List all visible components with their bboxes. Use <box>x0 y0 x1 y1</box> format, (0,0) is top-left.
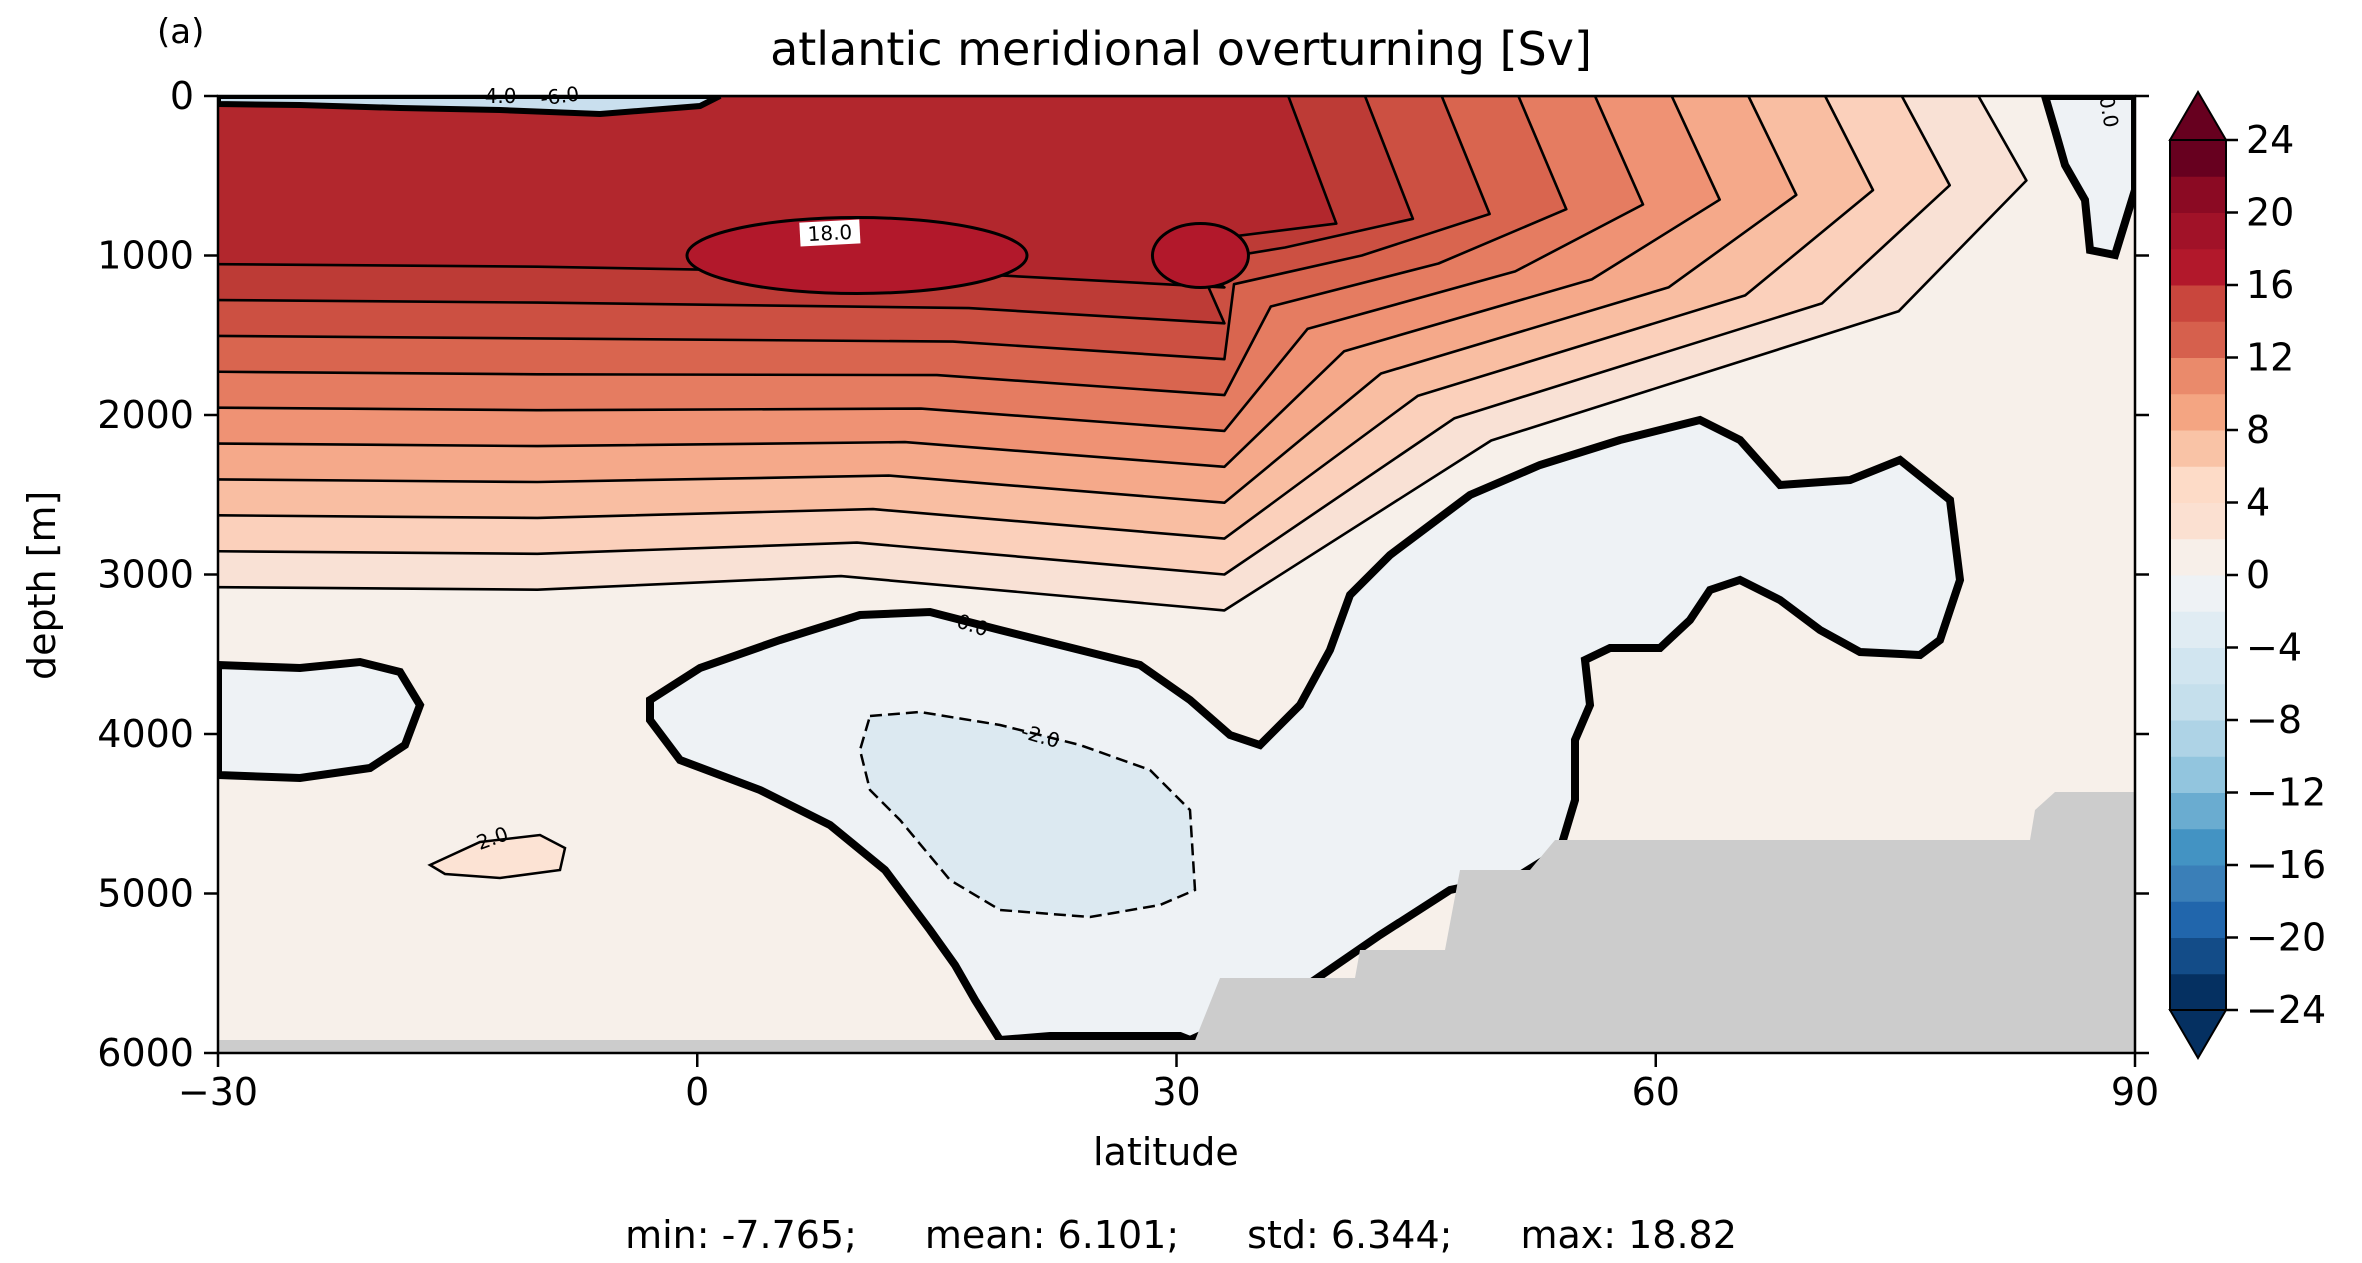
x-axis-label: latitude <box>1093 1130 1239 1174</box>
contour-label-18: 18.0 <box>807 220 853 246</box>
colorbar-segment <box>2170 792 2226 830</box>
stat-std: std: 6.344; <box>1247 1213 1453 1257</box>
positive-region-small <box>427 833 567 880</box>
x-tick-label: −30 <box>178 1070 258 1114</box>
colorbar-segment <box>2170 321 2226 358</box>
colorbar-segment <box>2170 865 2226 902</box>
colorbar-segment <box>2170 285 2226 322</box>
x-tick-label: 60 <box>1632 1070 1680 1114</box>
colorbar-tick-label: 16 <box>2246 263 2294 307</box>
colorbar-tick-label: −24 <box>2246 988 2326 1032</box>
negative-region-surface <box>218 96 722 118</box>
colorbar-segment <box>2170 538 2226 576</box>
y-tick-label: 6000 <box>97 1031 194 1075</box>
colorbar-segment <box>2170 720 2226 757</box>
negative-region-left <box>218 657 425 783</box>
x-tick-label: 90 <box>2111 1070 2159 1114</box>
colorbar-tick-label: −8 <box>2246 698 2302 742</box>
colorbar-tick-label: 24 <box>2246 118 2294 162</box>
contour-label-0-arctic: 0.0 <box>2094 94 2123 129</box>
colorbar-segment <box>2170 901 2226 938</box>
colorbar-tick-label: −16 <box>2246 843 2326 887</box>
y-tick-label: 1000 <box>97 234 194 278</box>
colorbar-tick-label: 0 <box>2246 553 2270 597</box>
plot-area <box>218 96 2135 1053</box>
colorbar-segment <box>2170 683 2226 721</box>
colorbar-tick-label: 4 <box>2246 481 2270 525</box>
colorbar-segment <box>2170 647 2226 685</box>
contour-labels: 18.0 0.0 -2.0 2.0 -4.0 -6.0 0.0 <box>473 81 2123 854</box>
negative-region-arctic <box>2040 96 2135 260</box>
colorbar-tick-label: −4 <box>2246 626 2302 670</box>
land-mask <box>1190 792 2135 1053</box>
colorbar-extend-min <box>2168 1009 2228 1060</box>
y-axis: 0 1000 2000 3000 4000 5000 6000 <box>97 74 2149 1075</box>
colorbar-extend-max <box>2168 90 2228 141</box>
chart-title: atlantic meridional overturning [Sv] <box>770 22 1592 76</box>
stat-max: max: 18.82 <box>1520 1213 1737 1257</box>
colorbar-tick-label: 12 <box>2246 336 2294 380</box>
y-tick-label: 3000 <box>97 553 194 597</box>
colorbar-segment <box>2170 937 2226 975</box>
x-tick-label: 0 <box>685 1070 709 1114</box>
x-axis: −30 0 30 60 90 <box>178 1053 2159 1114</box>
colorbar-segment <box>2170 393 2226 431</box>
colorbar-segment <box>2170 176 2226 213</box>
x-tick-label: 30 <box>1152 1070 1200 1114</box>
colorbar-segment <box>2170 140 2226 177</box>
colorbar-tick-label: 8 <box>2246 408 2270 452</box>
colorbar-segment <box>2170 248 2226 286</box>
positive-overturning-cell <box>218 96 2028 612</box>
colorbar-segment <box>2170 502 2226 540</box>
max-core-18 <box>685 216 1029 295</box>
colorbar: −24 −20 −16 −12 −8 −4 0 4 8 12 16 20 24 <box>2168 90 2326 1060</box>
y-tick-label: 5000 <box>97 872 194 916</box>
y-tick-label: 2000 <box>97 393 194 437</box>
colorbar-segment <box>2170 430 2226 467</box>
colorbar-segment <box>2170 575 2226 612</box>
colorbar-segment <box>2170 466 2226 503</box>
colorbar-segment <box>2170 212 2226 250</box>
y-axis-label: depth [m] <box>20 490 64 680</box>
colorbar-segment <box>2170 611 2226 648</box>
stat-mean: mean: 6.101; <box>924 1213 1180 1257</box>
negative-region-min <box>858 710 1197 919</box>
colorbar-segment <box>2170 973 2226 1011</box>
max-core-18-b <box>1150 222 1250 289</box>
y-tick-label: 4000 <box>97 712 194 756</box>
bottom-land-strip <box>218 1040 1198 1053</box>
stat-min: min: -7.765; <box>625 1213 857 1257</box>
colorbar-segment <box>2170 756 2226 793</box>
stats-line: min: -7.765; mean: 6.101; std: 6.344; max: … <box>0 1213 2362 1257</box>
colorbar-tick-label: −20 <box>2246 916 2326 960</box>
colorbar-tick-label: 20 <box>2246 191 2294 235</box>
colorbar-tick-label: −12 <box>2246 771 2326 815</box>
colorbar-segment <box>2170 828 2226 866</box>
colorbar-segment <box>2170 357 2226 395</box>
y-tick-label: 0 <box>170 74 194 118</box>
panel-letter: (a) <box>157 12 205 52</box>
